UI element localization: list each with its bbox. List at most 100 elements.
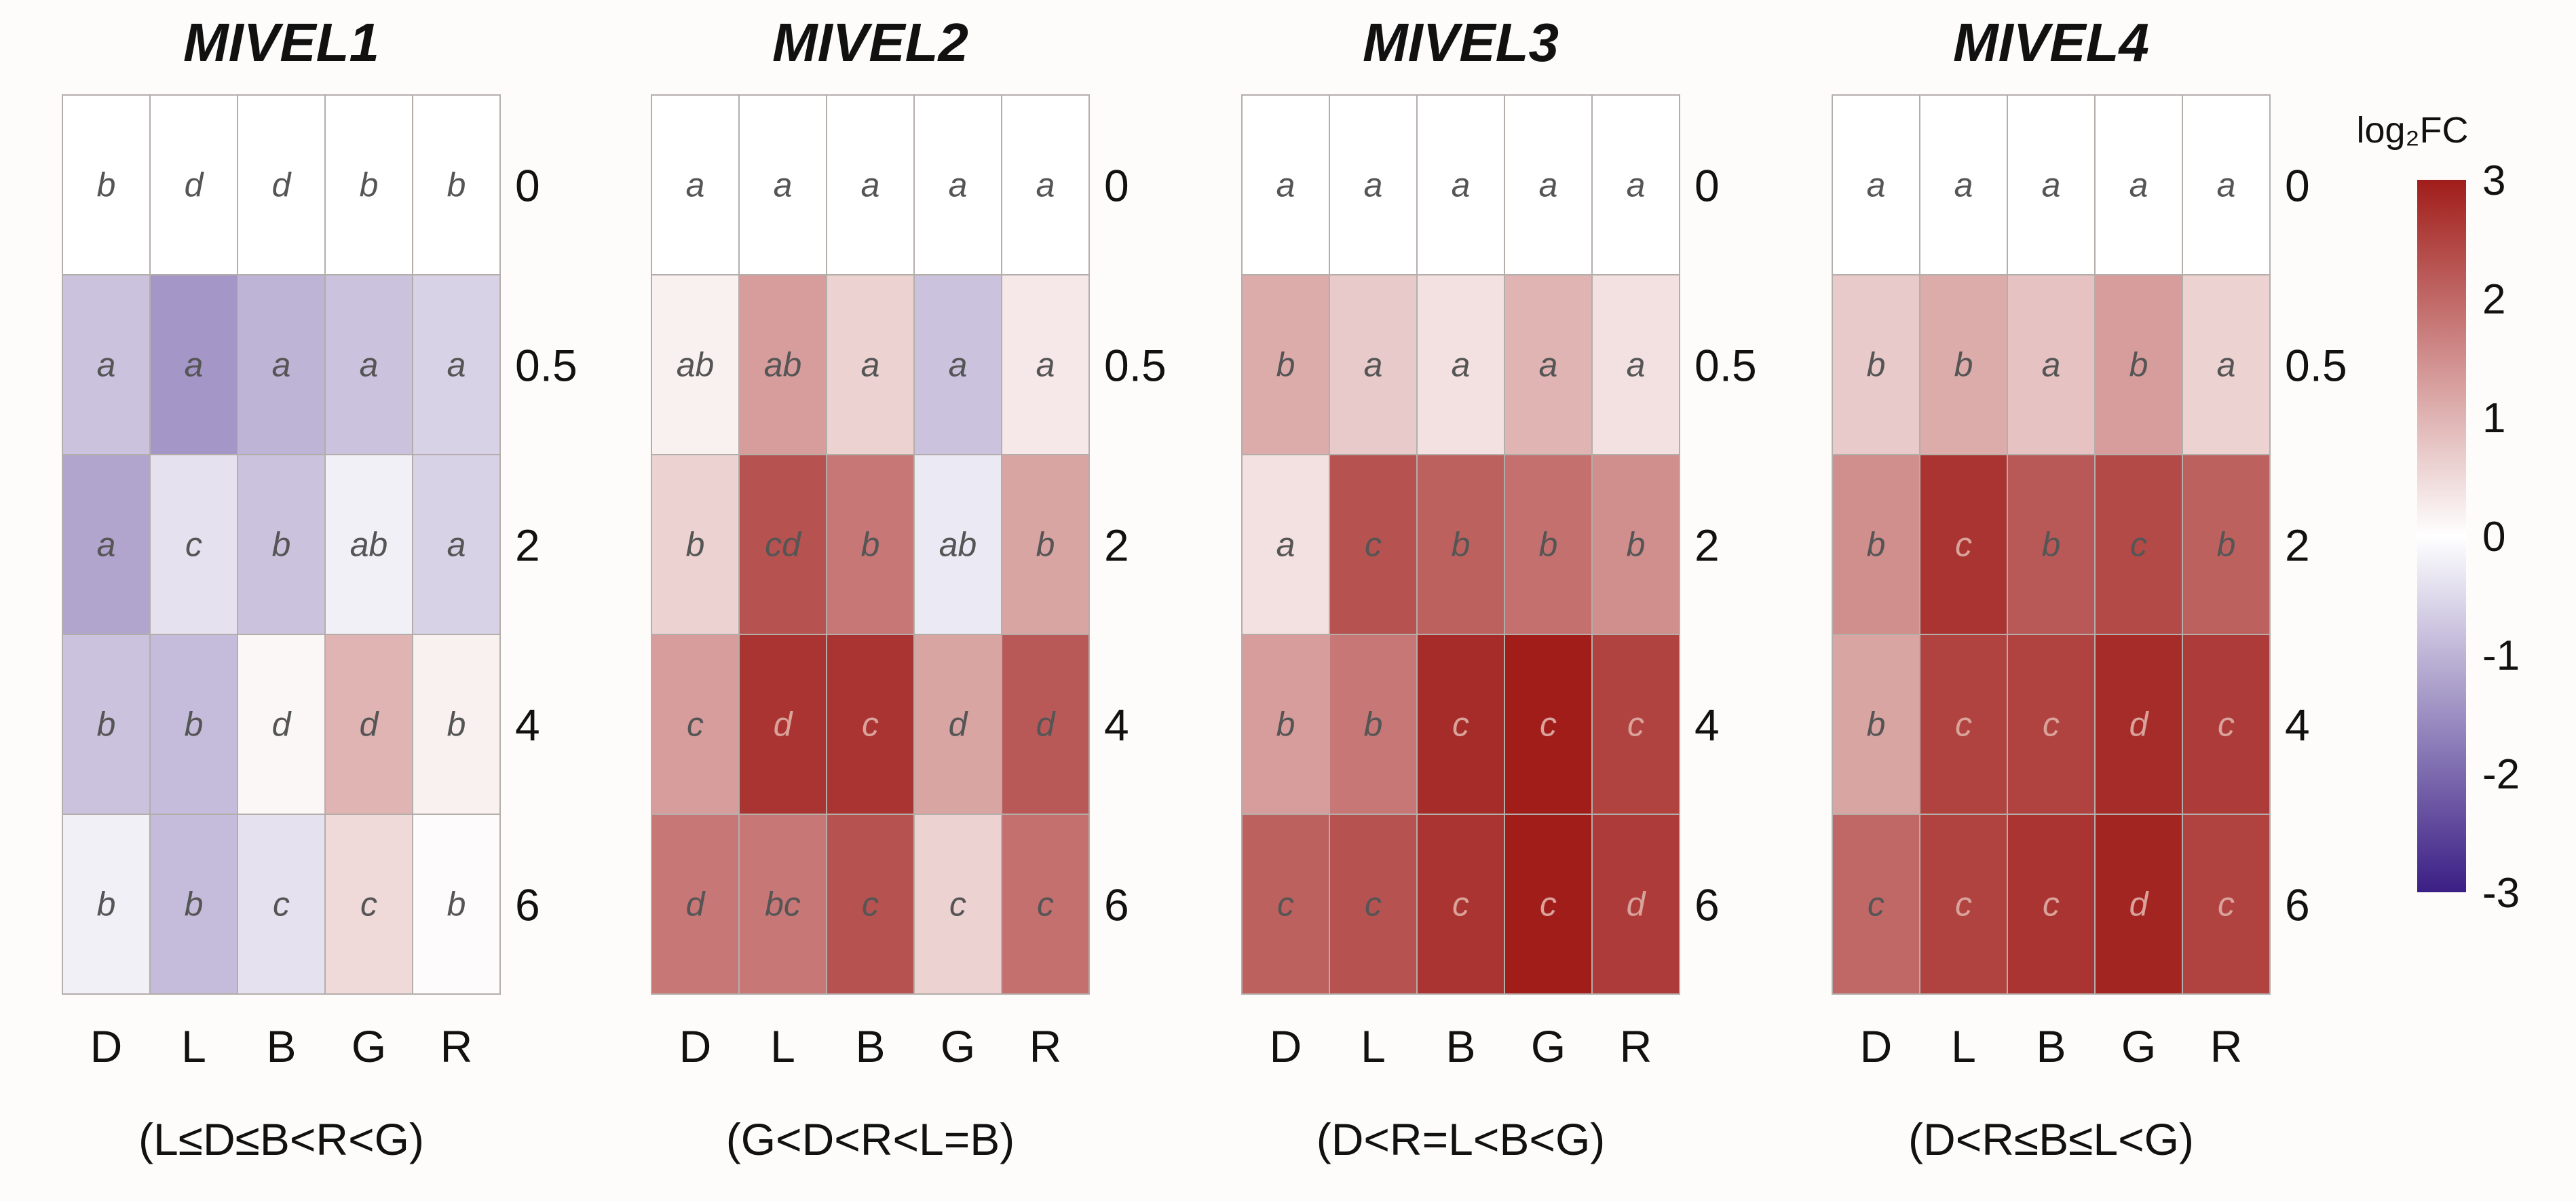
cell-letter: a bbox=[185, 346, 204, 384]
heatmap-cell bbox=[1416, 454, 1505, 635]
cell-letter: a bbox=[1364, 166, 1383, 204]
ordering-annotation: (D<R≤B≤L<G) bbox=[1908, 1114, 2194, 1164]
heatmap-cell bbox=[2182, 454, 2271, 635]
cell-letter: a bbox=[360, 346, 379, 384]
cell-letter: b bbox=[1276, 706, 1295, 744]
cell-letter: d bbox=[949, 706, 969, 744]
cell-letter: c bbox=[949, 885, 966, 923]
cell-letter: a bbox=[949, 346, 968, 384]
cell-letter: c bbox=[862, 885, 879, 923]
cell-letter: b bbox=[2217, 526, 2236, 564]
heatmap-cell bbox=[1416, 94, 1505, 275]
heatmap-cell bbox=[1001, 94, 1090, 275]
cell-letter: c bbox=[1540, 706, 1557, 744]
heatmap-cell bbox=[149, 634, 238, 815]
heatmap-cell bbox=[149, 454, 238, 635]
panel-title: MIVEL3 bbox=[1363, 12, 1559, 73]
cell-letter: d bbox=[185, 166, 205, 204]
heatmap-cell bbox=[1504, 274, 1593, 455]
cell-letter: c bbox=[1452, 706, 1469, 744]
heatmap-cell bbox=[412, 634, 501, 815]
column-label: L bbox=[181, 1021, 206, 1071]
cell-letter: a bbox=[1276, 166, 1295, 204]
cell-letter: b bbox=[447, 885, 466, 923]
cell-letter: b bbox=[2129, 346, 2148, 384]
panel-border bbox=[651, 94, 1090, 995]
cell-letter: b bbox=[447, 706, 466, 744]
cell-letter: d bbox=[2129, 885, 2150, 923]
cell-letter: a bbox=[1954, 166, 1973, 204]
column-label: R bbox=[1029, 1021, 1062, 1071]
heatmap-cell bbox=[738, 634, 827, 815]
column-label: R bbox=[440, 1021, 473, 1071]
row-label: 0.5 bbox=[515, 341, 577, 391]
panel-title: MIVEL1 bbox=[183, 12, 379, 73]
heatmap-cell bbox=[738, 94, 827, 275]
heatmap-cell bbox=[1591, 454, 1680, 635]
row-label: 0 bbox=[2285, 161, 2310, 211]
row-label: 0 bbox=[515, 161, 540, 211]
row-label: 0 bbox=[1694, 161, 1720, 211]
heatmap-cell bbox=[1416, 634, 1505, 815]
cell-letter: b bbox=[1539, 526, 1558, 564]
cell-letter: c bbox=[1452, 885, 1469, 923]
cell-letter: b bbox=[1364, 706, 1383, 744]
cell-letter: b bbox=[861, 526, 880, 564]
cell-letter: cd bbox=[765, 526, 802, 564]
heatmap-cell bbox=[2094, 814, 2183, 995]
panel-border bbox=[1241, 94, 1680, 995]
cell-letter: a bbox=[1539, 166, 1558, 204]
heatmap-cell bbox=[651, 94, 740, 275]
ordering-annotation: (D<R=L<B<G) bbox=[1317, 1114, 1606, 1164]
heatmap-cell bbox=[1001, 814, 1090, 995]
heatmap-cell bbox=[1329, 454, 1418, 635]
cell-letter: b bbox=[1452, 526, 1471, 564]
heatmap-cell bbox=[2094, 634, 2183, 815]
column-label: L bbox=[770, 1021, 795, 1071]
cell-letter: b bbox=[1276, 346, 1295, 384]
row-label: 0.5 bbox=[2285, 341, 2347, 391]
heatmap-cell bbox=[1241, 274, 1330, 455]
cell-letter: d bbox=[774, 706, 794, 744]
cell-letter: b bbox=[272, 526, 291, 564]
cell-letter: ab bbox=[677, 346, 715, 384]
heatmap-cell bbox=[149, 814, 238, 995]
column-label: B bbox=[266, 1021, 296, 1071]
panel-border bbox=[1832, 94, 2271, 995]
heatmap-cell bbox=[237, 634, 326, 815]
cell-letter: a bbox=[1627, 346, 1646, 384]
colorbar-title: log₂FC bbox=[2356, 110, 2468, 151]
heatmap-cell bbox=[1919, 274, 2008, 455]
cell-letter: a bbox=[2042, 346, 2061, 384]
row-label: 2 bbox=[1694, 520, 1720, 571]
colorbar-tick-label: 3 bbox=[2482, 157, 2505, 204]
row-label: 2 bbox=[515, 520, 540, 571]
heatmap-cell bbox=[62, 274, 151, 455]
cell-letter: c bbox=[1955, 885, 1972, 923]
cell-letter: bc bbox=[765, 885, 801, 923]
heatmap-cell bbox=[1504, 94, 1593, 275]
cell-letter: a bbox=[2129, 166, 2148, 204]
cell-letter: d bbox=[2129, 706, 2150, 744]
colorbar-ticks: 3 2 1 0 -1 -2 -3 bbox=[2482, 157, 2520, 917]
heatmap-cell bbox=[1591, 274, 1680, 455]
heatmap-cell bbox=[1832, 814, 1920, 995]
column-label: G bbox=[1531, 1021, 1566, 1071]
cell-letter: a bbox=[2042, 166, 2061, 204]
heatmap-cell bbox=[2007, 274, 2096, 455]
cell-letter: a bbox=[2217, 166, 2236, 204]
heatmap-cell bbox=[913, 94, 1002, 275]
heatmap-cell bbox=[1591, 94, 1680, 275]
heatmap-cell bbox=[324, 454, 413, 635]
column-label: B bbox=[1445, 1021, 1475, 1071]
cell-letter: c bbox=[687, 706, 704, 744]
cell-letter: b bbox=[97, 706, 116, 744]
row-label: 2 bbox=[1104, 520, 1129, 571]
row-label: 0 bbox=[1104, 161, 1129, 211]
heatmap-cell bbox=[324, 634, 413, 815]
colorbar-tick-label: 2 bbox=[2482, 276, 2505, 323]
heatmap-cell bbox=[2094, 274, 2183, 455]
cell-letter: b bbox=[185, 706, 204, 744]
cell-letter: a bbox=[686, 166, 705, 204]
heatmap-cell bbox=[324, 94, 413, 275]
